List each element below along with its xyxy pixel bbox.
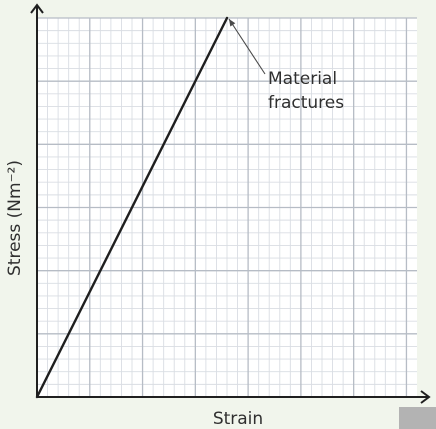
series-group (35, 16, 229, 399)
axes (30, 3, 431, 404)
annotations: Material fractures (228, 18, 344, 113)
grid (37, 17, 417, 397)
annotation-arrowhead (229, 19, 236, 27)
y-axis-arrowhead (30, 3, 44, 14)
y-axis-label: Stress (Nm⁻²) (5, 160, 25, 276)
annotation-text-line: fractures (268, 93, 344, 113)
x-axis-label: Strain (213, 409, 263, 429)
annotation-leader-line (228, 18, 266, 75)
corner-tab (399, 407, 436, 429)
stress-strain-line (35, 16, 229, 399)
x-axis-arrowhead (420, 390, 431, 404)
annotation-text-line: Material (268, 69, 337, 89)
